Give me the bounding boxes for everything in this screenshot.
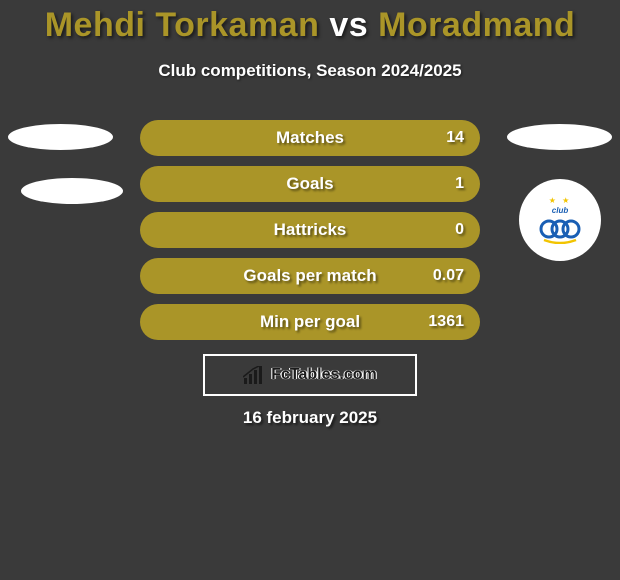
branding-box: FcTables.com <box>203 354 417 396</box>
stat-row: Matches 14 <box>140 120 480 156</box>
stat-label: Goals <box>140 174 480 194</box>
stat-value: 1361 <box>428 313 464 331</box>
title-vs: vs <box>329 6 368 44</box>
stat-row: Min per goal 1361 <box>140 304 480 340</box>
stat-label: Hattricks <box>140 220 480 240</box>
branding-text: FcTables.com <box>271 366 377 384</box>
title-player1: Mehdi Torkaman <box>45 6 320 44</box>
player1-avatar-top <box>8 124 113 150</box>
player2-avatar-top <box>507 124 612 150</box>
club-badge: ★ ★ club <box>519 179 601 261</box>
stats-container: Matches 14 Goals 1 Hattricks 0 Goals per… <box>140 120 480 350</box>
stat-value: 14 <box>446 129 464 147</box>
stat-value: 0 <box>455 221 464 239</box>
title-player2: Moradmand <box>378 6 575 44</box>
stat-row: Goals 1 <box>140 166 480 202</box>
date-text: 16 february 2025 <box>0 408 620 428</box>
badge-ribbon: club <box>552 206 568 215</box>
stat-value: 1 <box>455 175 464 193</box>
subtitle: Club competitions, Season 2024/2025 <box>0 61 620 81</box>
stat-row: Goals per match 0.07 <box>140 258 480 294</box>
star-icon: ★ ★ <box>549 196 572 205</box>
stat-value: 0.07 <box>433 267 464 285</box>
stat-label: Goals per match <box>140 266 480 286</box>
rings-icon <box>538 218 582 244</box>
chart-icon <box>243 366 265 384</box>
stat-label: Matches <box>140 128 480 148</box>
stat-row: Hattricks 0 <box>140 212 480 248</box>
player1-avatar-bottom <box>21 178 123 204</box>
page-title: Mehdi Torkaman vs Moradmand <box>0 0 620 45</box>
